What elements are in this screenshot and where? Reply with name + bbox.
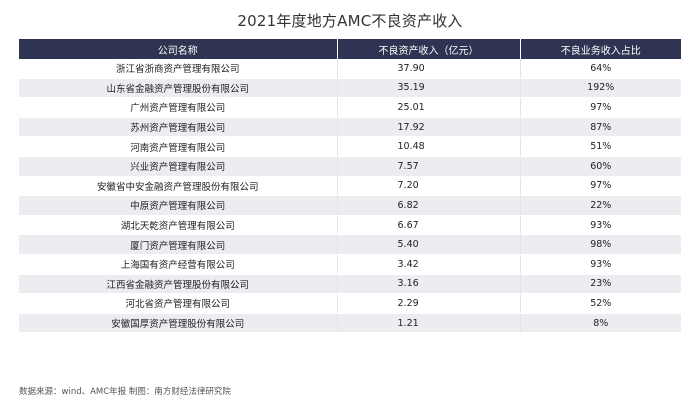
cell-ratio: 22%	[520, 195, 681, 216]
table-header: 公司名称 不良资产收入（亿元） 不良业务收入占比	[19, 39, 681, 59]
cell-revenue: 35.19	[337, 78, 521, 99]
table-row: 苏州资产管理有限公司 17.92 87%	[19, 117, 681, 138]
cell-company-name: 江西省金融资产管理股份有限公司	[19, 274, 338, 295]
table-row: 广州资产管理有限公司 25.01 97%	[19, 97, 681, 118]
cell-revenue: 3.42	[337, 254, 521, 275]
cell-ratio: 87%	[520, 117, 681, 138]
cell-company-name: 厦门资产管理有限公司	[19, 234, 338, 255]
cell-revenue: 1.21	[337, 313, 521, 334]
cell-revenue: 25.01	[337, 97, 521, 118]
cell-company-name: 安徽国厚资产管理股份有限公司	[19, 313, 338, 334]
cell-revenue: 10.48	[337, 136, 521, 157]
cell-revenue: 37.90	[337, 59, 521, 79]
cell-company-name: 苏州资产管理有限公司	[19, 117, 338, 138]
cell-revenue: 7.57	[337, 156, 521, 177]
cell-revenue: 3.16	[337, 274, 521, 295]
cell-company-name: 河北省资产管理有限公司	[19, 293, 338, 314]
table-body: 浙江省浙商资产管理有限公司 37.90 64% 山东省金融资产管理股份有限公司 35.1…	[19, 59, 681, 334]
cell-revenue: 5.40	[337, 234, 521, 255]
cell-company-name: 广州资产管理有限公司	[19, 97, 338, 118]
data-table-container: 公司名称 不良资产收入（亿元） 不良业务收入占比 浙江省浙商资产管理有限公司 37…	[19, 39, 681, 334]
cell-revenue: 7.20	[337, 176, 521, 197]
table-row: 上海国有资产经营有限公司 3.42 93%	[19, 254, 681, 275]
cell-ratio: 23%	[520, 274, 681, 295]
cell-revenue: 6.67	[337, 215, 521, 236]
table-row: 浙江省浙商资产管理有限公司 37.90 64%	[19, 59, 681, 79]
cell-company-name: 上海国有资产经营有限公司	[19, 254, 338, 275]
column-header-company: 公司名称	[19, 39, 338, 59]
table-row: 河北省资产管理有限公司 2.29 52%	[19, 293, 681, 314]
table-row: 安徽国厚资产管理股份有限公司 1.21 8%	[19, 313, 681, 334]
cell-ratio: 64%	[520, 59, 681, 79]
table-row: 河南资产管理有限公司 10.48 51%	[19, 136, 681, 157]
cell-company-name: 山东省金融资产管理股份有限公司	[19, 78, 338, 99]
column-header-revenue: 不良资产收入（亿元）	[337, 39, 521, 59]
cell-revenue: 6.82	[337, 195, 521, 216]
table-header-row: 公司名称 不良资产收入（亿元） 不良业务收入占比	[19, 39, 681, 59]
amc-revenue-table: 公司名称 不良资产收入（亿元） 不良业务收入占比 浙江省浙商资产管理有限公司 37…	[19, 39, 681, 334]
table-row: 山东省金融资产管理股份有限公司 35.19 192%	[19, 78, 681, 99]
cell-ratio: 8%	[520, 313, 681, 334]
cell-ratio: 98%	[520, 234, 681, 255]
cell-ratio: 192%	[520, 78, 681, 99]
cell-company-name: 安徽省中安金融资产管理股份有限公司	[19, 176, 338, 197]
cell-company-name: 湖北天乾资产管理有限公司	[19, 215, 338, 236]
cell-ratio: 97%	[520, 176, 681, 197]
cell-company-name: 浙江省浙商资产管理有限公司	[19, 59, 338, 79]
cell-ratio: 93%	[520, 215, 681, 236]
table-row: 湖北天乾资产管理有限公司 6.67 93%	[19, 215, 681, 236]
cell-ratio: 52%	[520, 293, 681, 314]
table-row: 安徽省中安金融资产管理股份有限公司 7.20 97%	[19, 176, 681, 197]
cell-company-name: 河南资产管理有限公司	[19, 136, 338, 157]
table-row: 厦门资产管理有限公司 5.40 98%	[19, 234, 681, 255]
cell-revenue: 2.29	[337, 293, 521, 314]
cell-ratio: 97%	[520, 97, 681, 118]
cell-revenue: 17.92	[337, 117, 521, 138]
table-row: 江西省金融资产管理股份有限公司 3.16 23%	[19, 274, 681, 295]
page-title: 2021年度地方AMC不良资产收入	[237, 12, 463, 30]
cell-ratio: 51%	[520, 136, 681, 157]
table-row: 兴业资产管理有限公司 7.57 60%	[19, 156, 681, 177]
source-note: 数据来源：wind、AMC年报 制图：南方财经法律研究院	[19, 387, 231, 397]
cell-ratio: 60%	[520, 156, 681, 177]
column-header-ratio: 不良业务收入占比	[520, 39, 681, 59]
cell-ratio: 93%	[520, 254, 681, 275]
cell-company-name: 兴业资产管理有限公司	[19, 156, 338, 177]
table-row: 中原资产管理有限公司 6.82 22%	[19, 195, 681, 216]
cell-company-name: 中原资产管理有限公司	[19, 195, 338, 216]
